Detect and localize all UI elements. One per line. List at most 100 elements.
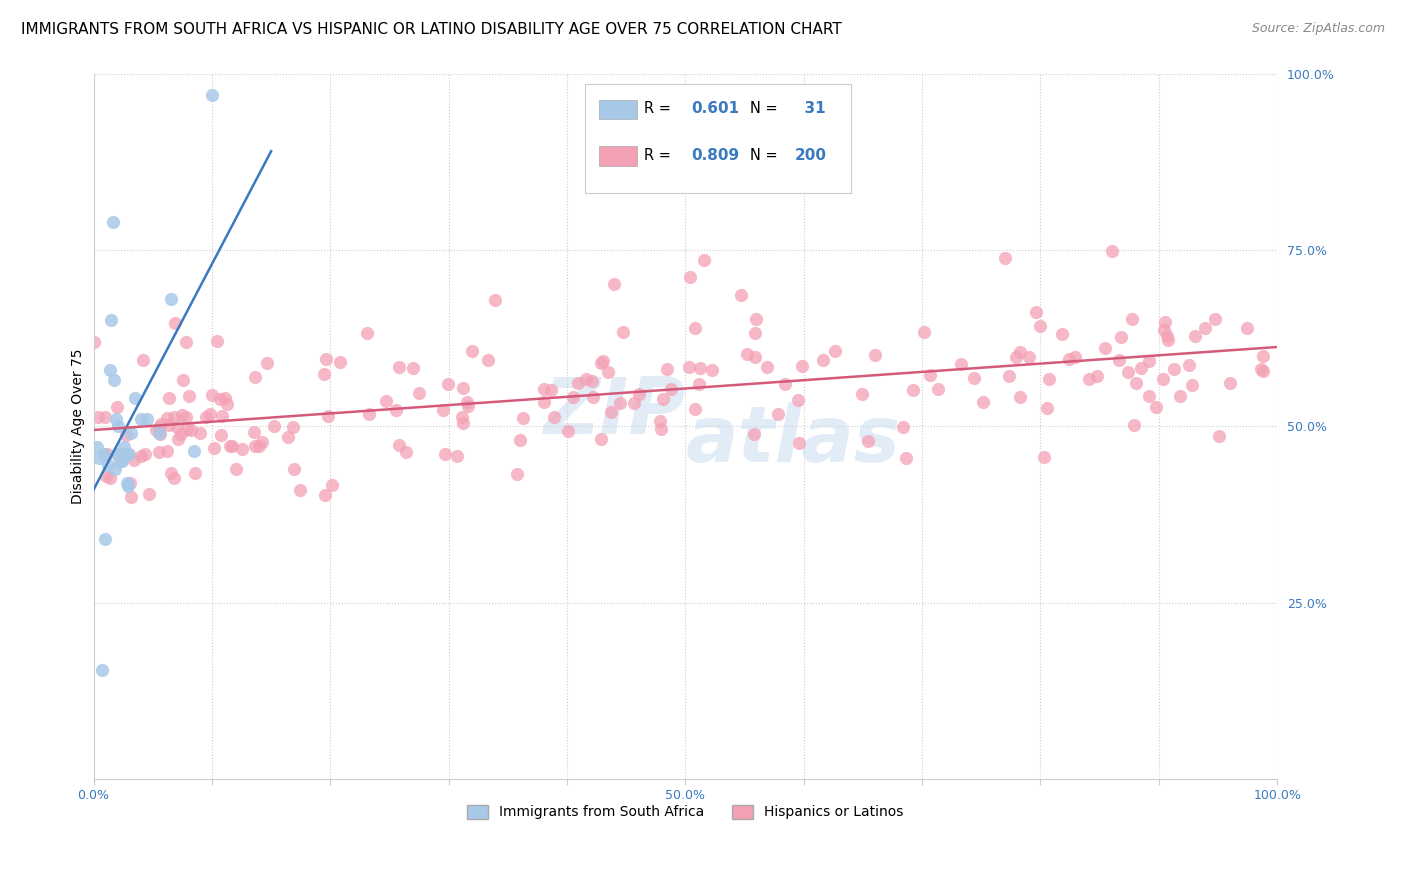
Point <box>949 357 972 371</box>
Text: R =: R = <box>644 147 675 162</box>
Point <box>851 387 873 401</box>
Point <box>176 409 198 424</box>
Point <box>94 532 117 546</box>
Point <box>160 466 183 480</box>
Point <box>176 335 198 350</box>
Point <box>533 394 555 409</box>
Point <box>1177 358 1199 372</box>
Point <box>283 462 305 476</box>
Point <box>432 403 454 417</box>
Point <box>211 409 233 423</box>
Point <box>1004 350 1026 364</box>
Point <box>215 397 238 411</box>
Point <box>87 410 110 425</box>
Point <box>1029 319 1052 334</box>
Point <box>1208 428 1230 442</box>
Point <box>561 390 583 404</box>
Point <box>115 475 138 490</box>
Point <box>96 447 118 461</box>
Point <box>111 454 134 468</box>
Point <box>744 350 766 364</box>
Point <box>540 383 562 397</box>
Point <box>912 325 935 339</box>
Point <box>1094 341 1116 355</box>
Point <box>1085 369 1108 384</box>
Point <box>263 419 285 434</box>
Point <box>678 359 700 374</box>
Point <box>972 395 994 409</box>
Point <box>231 442 253 457</box>
Point <box>1018 350 1040 364</box>
Point <box>650 414 672 428</box>
Point <box>1250 362 1272 376</box>
Point <box>214 392 236 406</box>
Point <box>172 409 194 423</box>
Point <box>927 382 949 396</box>
FancyBboxPatch shape <box>599 146 637 166</box>
Point <box>156 443 179 458</box>
Point <box>434 447 457 461</box>
Point <box>243 439 266 453</box>
Y-axis label: Disability Age Over 75: Disability Age Over 75 <box>72 349 86 504</box>
Point <box>766 407 789 421</box>
Point <box>124 391 146 405</box>
Point <box>1038 371 1060 385</box>
Point <box>243 425 266 439</box>
Point <box>256 356 278 370</box>
Point <box>148 444 170 458</box>
Point <box>505 467 527 481</box>
Point <box>112 450 135 465</box>
Point <box>744 311 766 326</box>
Point <box>1036 401 1059 415</box>
Point <box>730 288 752 302</box>
Point <box>1078 372 1101 386</box>
Legend: Immigrants from South Africa, Hispanics or Latinos: Immigrants from South Africa, Hispanics … <box>461 799 910 825</box>
Point <box>679 270 702 285</box>
Point <box>402 360 425 375</box>
Point <box>101 214 124 228</box>
Point <box>1204 312 1226 326</box>
Point <box>408 386 430 401</box>
Point <box>163 410 186 425</box>
Point <box>582 390 605 404</box>
Point <box>1154 314 1177 328</box>
Point <box>1008 344 1031 359</box>
Point <box>790 359 813 374</box>
Point <box>93 447 115 461</box>
Point <box>567 376 589 390</box>
Point <box>129 449 152 463</box>
Point <box>167 432 190 446</box>
Point <box>557 425 579 439</box>
Point <box>650 422 672 436</box>
Point <box>329 354 352 368</box>
Point <box>195 410 218 425</box>
Point <box>994 252 1017 266</box>
Point <box>209 428 232 442</box>
FancyBboxPatch shape <box>585 84 851 194</box>
Point <box>221 438 243 452</box>
Point <box>98 363 121 377</box>
Point <box>1168 388 1191 402</box>
Text: 0.601: 0.601 <box>692 101 740 116</box>
Point <box>811 353 834 368</box>
Point <box>94 409 117 424</box>
Point <box>756 360 779 375</box>
Point <box>894 450 917 465</box>
Point <box>891 419 914 434</box>
Point <box>1144 400 1167 414</box>
Text: R =: R = <box>644 101 675 116</box>
Text: 200: 200 <box>794 147 827 162</box>
Point <box>1008 390 1031 404</box>
Point <box>247 439 270 453</box>
Point <box>1101 244 1123 259</box>
Point <box>120 426 142 441</box>
Point <box>775 376 797 391</box>
Point <box>86 441 108 455</box>
Point <box>288 483 311 498</box>
Point <box>437 377 460 392</box>
Point <box>156 410 179 425</box>
Point <box>1129 361 1152 376</box>
Point <box>786 392 808 407</box>
Point <box>157 391 180 405</box>
Point <box>484 293 506 307</box>
